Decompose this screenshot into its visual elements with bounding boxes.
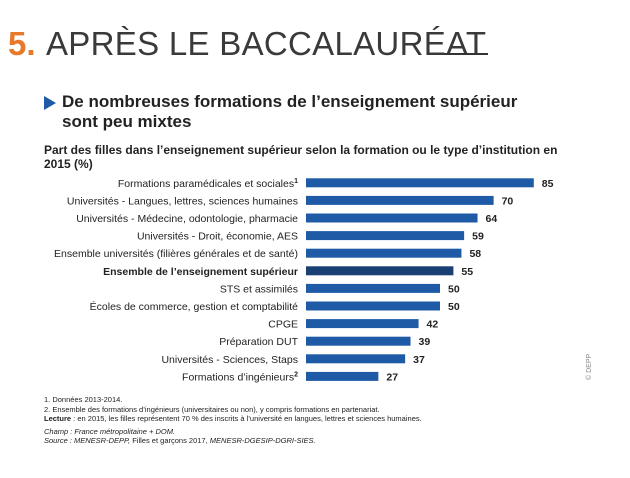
category-label: Universités - Médecine, odontologie, pha… (76, 213, 298, 225)
category-label: Préparation DUT (219, 336, 298, 348)
chart-title: Part des filles dans l’enseignement supé… (44, 143, 558, 171)
bar (306, 195, 494, 205)
section-number: 5. (8, 25, 36, 62)
title-underline (444, 53, 488, 55)
value-label: 37 (413, 354, 425, 366)
triangle-bullet-icon (44, 96, 56, 110)
footnote-1: 1. Données 2013-2014. (44, 395, 123, 404)
source-orgs: MENESR-DGESIP-DGRI-SIES. (207, 436, 316, 445)
value-label: 27 (386, 371, 398, 383)
value-label: 55 (461, 266, 473, 278)
bar (306, 336, 411, 346)
bar-chart: Formations paramédicales et sociales1 85 U… (54, 178, 554, 384)
subheading: De nombreuses formations de l’enseigneme… (62, 92, 542, 132)
source-note: Source : MENESR-DEPP, Filles et garçons … (44, 436, 604, 446)
category-label: CPGE (268, 319, 298, 331)
source-title: Filles et garçons 2017, (130, 436, 208, 445)
footnote-2: 2. Ensemble des formations d’ingénieurs … (44, 404, 380, 414)
bar (306, 283, 440, 293)
category-label: Écoles de commerce, gestion et comptabil… (90, 300, 299, 313)
footnote-marker: 1 (294, 178, 298, 185)
bar (306, 178, 534, 188)
value-label: 59 (472, 231, 484, 243)
value-label: 50 (448, 283, 460, 295)
footnote-marker: 2 (294, 371, 298, 378)
category-label: Ensemble universités (filières générales… (54, 248, 298, 260)
value-label: 70 (502, 195, 514, 207)
subheading-line-1: De nombreuses formations de l’enseigneme… (62, 92, 518, 111)
lecture-note: Lecture : en 2015, les filles représente… (44, 414, 604, 424)
bar (306, 231, 465, 241)
category-label: Universités - Droit, économie, AES (137, 231, 298, 243)
bar (306, 371, 379, 381)
value-label: 42 (427, 319, 439, 331)
subheading-line-2: sont peu mixtes (62, 112, 192, 131)
value-label: 50 (448, 301, 460, 313)
bar (306, 301, 440, 311)
section-header: 5. APRÈS LE BACCALAURÉAT (8, 24, 488, 64)
value-label: 64 (486, 213, 498, 225)
category-label: Formations d’ingénieurs2 (182, 371, 298, 383)
bar (306, 266, 454, 276)
category-label: Universités - Sciences, Staps (161, 354, 298, 366)
bar (306, 319, 419, 329)
category-label: Ensemble de l’enseignement supérieur (103, 266, 298, 278)
source-label: Source : MENESR-DEPP, (44, 436, 131, 445)
section-title: APRÈS LE BACCALAURÉAT (46, 25, 487, 62)
category-label: Formations paramédicales et sociales1 (118, 178, 298, 190)
value-label: 85 (542, 178, 554, 190)
bar (306, 354, 406, 364)
lecture-text: : en 2015, les filles représentent 70 % … (71, 414, 422, 423)
lecture-label: Lecture (44, 414, 72, 423)
footnotes: 1. Données 2013-2014. 2. Ensemble des fo… (44, 395, 604, 446)
bar (306, 213, 478, 223)
value-label: 39 (419, 336, 431, 348)
value-label: 58 (469, 248, 481, 260)
category-label: STS et assimilés (220, 283, 298, 295)
copyright: © DEPP (586, 353, 593, 380)
bar (306, 248, 462, 258)
champ-note: Champ : France métropolitaine + DOM. (44, 426, 176, 436)
category-label: Universités - Langues, lettres, sciences… (67, 195, 298, 207)
